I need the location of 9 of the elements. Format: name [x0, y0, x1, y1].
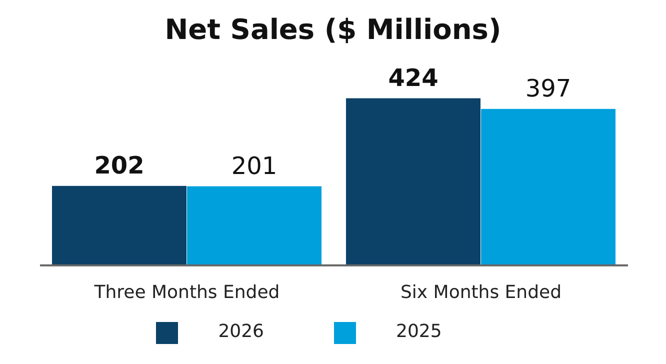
legend-label: 2025: [396, 321, 442, 342]
legend-label: 2026: [218, 321, 264, 342]
data-label: 424: [388, 64, 438, 92]
chart-title: Net Sales ($ Millions): [164, 12, 502, 48]
x-tick-label: Six Months Ended: [400, 282, 562, 304]
data-label: 397: [525, 74, 572, 103]
data-label: 202: [94, 152, 144, 180]
data-label: 201: [231, 152, 278, 180]
x-tick-label: Three Months Ended: [93, 282, 280, 304]
